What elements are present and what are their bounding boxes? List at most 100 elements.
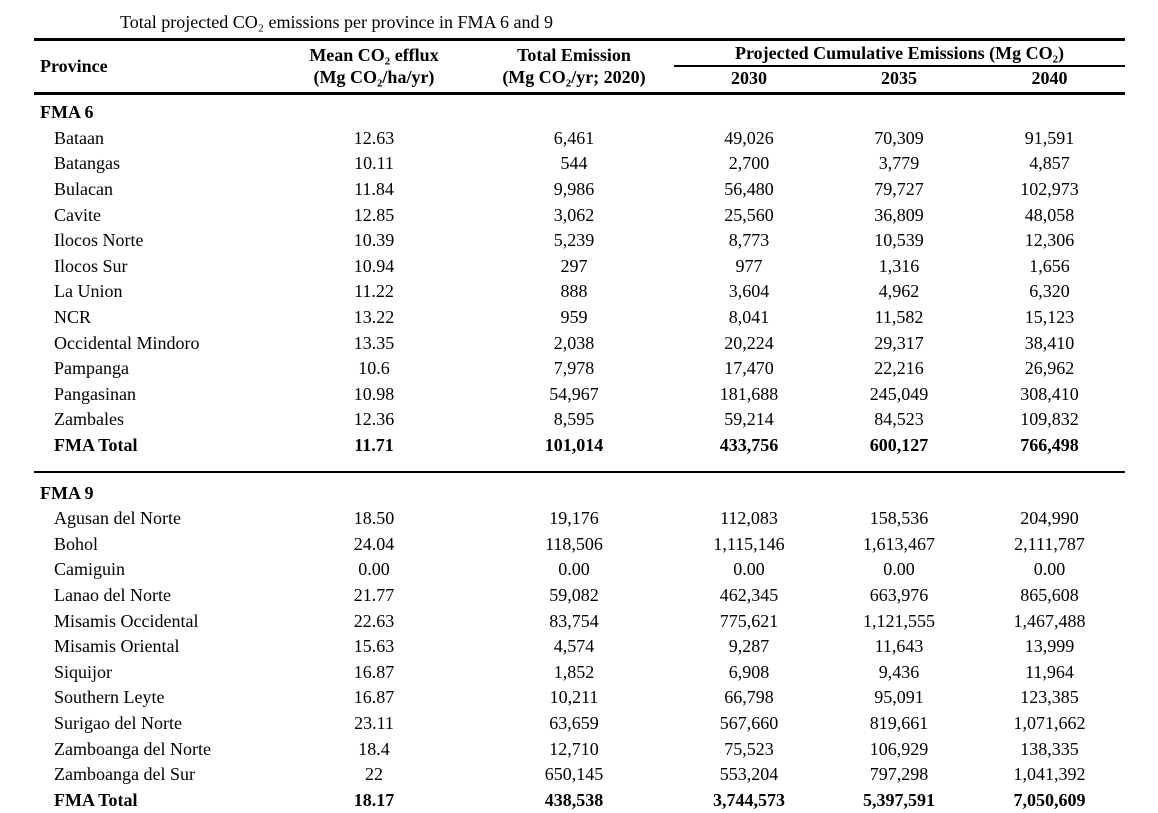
cell-total-emission: 650,145 xyxy=(544,764,604,785)
cell-province: Camiguin xyxy=(54,559,125,580)
emissions-table: Province Mean CO₂ efflux (Mg CO₂/ha/yr) … xyxy=(34,38,1125,813)
cell-2030: 977 xyxy=(735,255,763,276)
cell-mean-efflux: 10.11 xyxy=(354,153,394,174)
cell-mean-efflux: 16.87 xyxy=(353,661,395,682)
cell-2040: 102,973 xyxy=(1020,179,1079,200)
cell-total-emission: 4,574 xyxy=(553,636,595,657)
table-row: Zambales 12.36 8,595 59,214 84,523 109,832 xyxy=(34,407,1125,433)
cell-2035: 1,316 xyxy=(878,255,920,276)
cell-2030: 8,773 xyxy=(728,230,770,251)
cell-2035: 158,536 xyxy=(869,508,929,529)
table-row: Pampanga 10.6 7,978 17,470 22,216 26,962 xyxy=(34,356,1125,382)
table-row: Cavite 12.85 3,062 25,560 36,809 48,058 xyxy=(34,202,1125,228)
cell-total-emission: 438,538 xyxy=(544,789,604,810)
cell-2030: 553,204 xyxy=(719,764,779,785)
cell-2040: 91,591 xyxy=(1024,127,1075,148)
cell-2030: 56,480 xyxy=(724,179,774,200)
cell-2040: 1,041,392 xyxy=(1013,764,1086,785)
cell-2040: 0.00 xyxy=(1033,559,1066,580)
section-fma-9: FMA 9 Agusan del Norte 18.50 19,176 112,083 1… xyxy=(34,480,1125,813)
table-row: Ilocos Norte 10.39 5,239 8,773 10,539 12,306 xyxy=(34,228,1125,254)
year-headers: 2030 2035 2040 xyxy=(674,68,1125,89)
cell-total-emission: 9,986 xyxy=(553,179,595,200)
cell-total-emission: 6,461 xyxy=(553,127,595,148)
cell-total-emission: 83,754 xyxy=(549,610,599,631)
section-label: FMA 6 xyxy=(40,102,94,123)
cell-province: Southern Leyte xyxy=(54,687,165,708)
cell-2030: 59,214 xyxy=(724,409,774,430)
table-body: FMA 6 Bataan 12.63 6,461 49,026 70,309 91,591 B… xyxy=(34,95,1125,813)
section-fma-6: FMA 6 Bataan 12.63 6,461 49,026 70,309 91,591 B… xyxy=(34,100,1125,458)
cell-2030: 49,026 xyxy=(724,127,774,148)
cell-2035: 11,643 xyxy=(874,636,924,657)
cell-province: Agusan del Norte xyxy=(54,508,181,529)
cell-mean-efflux: 11.84 xyxy=(354,179,394,200)
cell-2030: 66,798 xyxy=(724,687,774,708)
cell-2035: 600,127 xyxy=(869,435,929,456)
cell-mean-efflux: 18.50 xyxy=(353,508,395,529)
table-row: Siquijor 16.87 1,852 6,908 9,436 11,964 xyxy=(34,659,1125,685)
cell-province: Misamis Oriental xyxy=(54,636,180,657)
table-header: Province Mean CO₂ efflux (Mg CO₂/ha/yr) … xyxy=(34,38,1125,95)
cell-2035: 0.00 xyxy=(883,559,915,580)
table-row: Misamis Oriental 15.63 4,574 9,287 11,643 13,… xyxy=(34,634,1125,660)
cell-mean-efflux: 18.17 xyxy=(353,789,395,810)
cell-total-emission: 54,967 xyxy=(549,383,599,404)
cell-total-emission: 888 xyxy=(560,281,588,302)
column-group-projected-cumulative: Projected Cumulative Emissions (Mg CO₂) … xyxy=(674,43,1125,89)
cell-mean-efflux: 12.36 xyxy=(353,409,395,430)
cell-total-emission: 544 xyxy=(560,153,588,174)
cell-2030: 17,470 xyxy=(724,358,774,379)
cell-2030: 25,560 xyxy=(724,204,774,225)
table-title: Total projected CO₂ emissions per provin… xyxy=(120,12,553,32)
cell-mean-efflux: 23.11 xyxy=(354,712,394,733)
cell-province: Lanao del Norte xyxy=(54,584,171,605)
cell-province: Siquijor xyxy=(54,661,113,682)
cell-total-emission: 59,082 xyxy=(549,584,599,605)
section-total-row: FMA Total 18.17 438,538 3,744,573 5,397,591 7… xyxy=(34,787,1125,813)
cell-mean-efflux: 18.4 xyxy=(358,738,390,759)
cell-total-emission: 101,014 xyxy=(544,435,604,456)
table-row: Bataan 12.63 6,461 49,026 70,309 91,591 xyxy=(34,126,1125,152)
cell-province: NCR xyxy=(54,307,92,328)
cell-mean-efflux: 11.22 xyxy=(354,281,394,302)
cell-total-emission: 3,062 xyxy=(553,204,595,225)
cell-total-emission: 19,176 xyxy=(549,508,599,529)
section-divider xyxy=(34,471,1125,474)
cell-mean-efflux: 24.04 xyxy=(353,533,395,554)
cell-mean-efflux: 10.94 xyxy=(353,255,395,276)
cell-province: Pampanga xyxy=(54,358,129,379)
cell-mean-efflux: 22.63 xyxy=(353,610,395,631)
cell-mean-efflux: 12.85 xyxy=(353,204,395,225)
cell-2040: 204,990 xyxy=(1020,508,1079,529)
cell-province: Bataan xyxy=(54,127,104,148)
cell-total-emission: 0.00 xyxy=(558,559,590,580)
cell-2035: 79,727 xyxy=(874,179,924,200)
cell-total-label: FMA Total xyxy=(54,789,138,810)
cell-2035: 797,298 xyxy=(869,764,929,785)
cell-province: Zamboanga del Sur xyxy=(54,764,195,785)
cell-2040: 1,656 xyxy=(1029,255,1070,276)
column-header-mean-efflux: Mean CO₂ efflux (Mg CO₂/ha/yr) xyxy=(274,44,474,88)
cell-2030: 181,688 xyxy=(719,383,779,404)
cell-2040: 48,058 xyxy=(1024,204,1075,225)
cell-total-emission: 959 xyxy=(560,307,588,328)
cell-2040: 38,410 xyxy=(1024,332,1075,353)
table-row: Southern Leyte 16.87 10,211 66,798 95,091 123… xyxy=(34,685,1125,711)
cell-2035: 245,049 xyxy=(869,383,929,404)
cell-2035: 819,661 xyxy=(869,712,929,733)
cell-2030: 567,660 xyxy=(719,712,779,733)
table-row: NCR 13.22 959 8,041 11,582 15,123 xyxy=(34,305,1125,331)
cell-province: Batangas xyxy=(54,153,120,174)
table-row: Pangasinan 10.98 54,967 181,688 245,049 308,4… xyxy=(34,382,1125,408)
cell-2035: 22,216 xyxy=(874,358,924,379)
cell-2040: 26,962 xyxy=(1024,358,1075,379)
cell-2040: 308,410 xyxy=(1020,383,1079,404)
cell-total-emission: 297 xyxy=(560,255,588,276)
cell-province: Ilocos Sur xyxy=(54,255,128,276)
cell-2040: 15,123 xyxy=(1024,307,1075,328)
cell-2035: 106,929 xyxy=(869,738,929,759)
cell-2030: 20,224 xyxy=(724,332,774,353)
cell-2040: 2,111,787 xyxy=(1014,533,1085,554)
